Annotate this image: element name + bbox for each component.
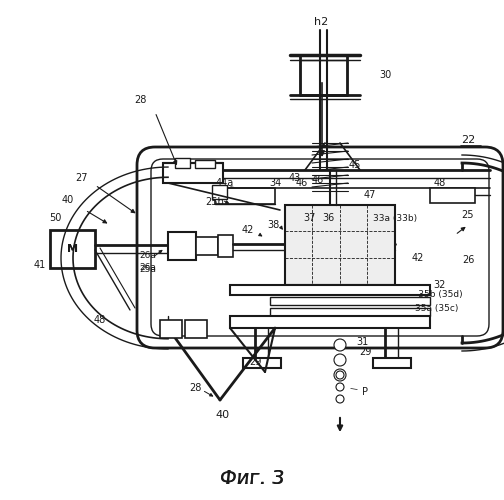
Bar [218,235,233,257]
Bar [215,188,275,204]
Circle shape [336,383,344,391]
Text: 35a (35c): 35a (35c) [415,304,458,312]
Bar [160,320,182,338]
Bar [212,185,227,199]
Text: 38: 38 [267,220,279,230]
Text: 28: 28 [189,383,201,393]
Text: 27: 27 [76,173,88,183]
Bar [270,308,430,316]
Circle shape [336,371,344,379]
Text: 40: 40 [215,410,229,420]
Circle shape [334,339,346,351]
Text: 26a: 26a [140,264,156,272]
Bar [168,232,196,260]
Bar [163,163,223,183]
Bar [230,316,430,328]
Text: 42: 42 [242,225,254,235]
Bar [50,230,95,268]
Text: 33a (33b): 33a (33b) [373,214,417,222]
Text: 30: 30 [379,70,391,80]
Text: 34: 34 [269,178,281,188]
Text: 41: 41 [34,260,46,270]
Text: 43: 43 [289,173,301,183]
Text: 28: 28 [134,95,146,105]
Text: 25b: 25b [206,197,224,207]
FancyBboxPatch shape [137,147,503,348]
Text: 29: 29 [359,347,371,357]
Circle shape [336,395,344,403]
Bar [373,358,411,368]
Text: 37: 37 [304,213,316,223]
Text: 32: 32 [434,280,446,290]
Bar [196,237,218,255]
Bar [195,160,215,168]
Bar [285,205,395,285]
Text: Фиг. 3: Фиг. 3 [220,468,284,487]
Text: 25: 25 [462,210,474,220]
Text: Фиг. 3: Фиг. 3 [220,468,284,487]
Text: 22: 22 [461,135,475,145]
Text: 46: 46 [296,178,308,188]
Text: 48: 48 [434,178,446,188]
Text: 48: 48 [94,315,106,325]
Text: 31: 31 [356,337,368,347]
Text: 29: 29 [249,357,261,367]
Text: 25a: 25a [140,266,156,274]
Text: h2: h2 [314,17,328,27]
Text: -35b (35d): -35b (35d) [415,290,463,300]
Text: 50: 50 [49,213,61,223]
Bar [270,297,430,305]
Text: M: M [67,244,78,254]
Text: 45: 45 [349,160,361,170]
Bar [185,320,207,338]
Bar [230,285,430,295]
Circle shape [334,369,346,381]
Text: 44a: 44a [216,178,234,188]
Text: 46: 46 [312,175,324,185]
Circle shape [334,354,346,366]
Bar [430,188,475,203]
Bar [243,358,281,368]
Text: 42: 42 [412,253,424,263]
Text: 40: 40 [62,195,74,205]
Text: 36: 36 [322,213,334,223]
Bar [175,158,190,168]
Text: M: M [67,244,78,254]
Text: 26: 26 [462,255,474,265]
Text: P: P [362,387,368,397]
Text: 26a: 26a [140,252,156,260]
Text: 47: 47 [364,190,376,200]
